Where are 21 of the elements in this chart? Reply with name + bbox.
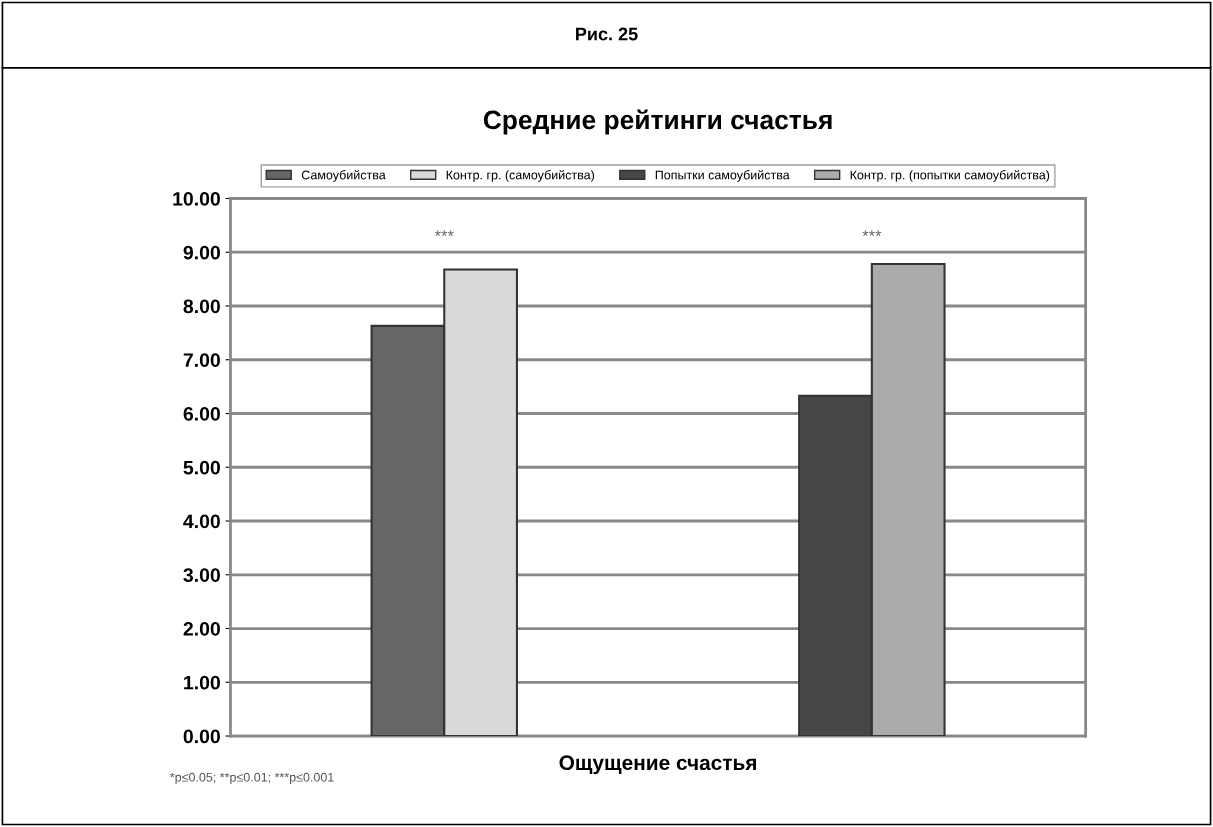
annotation: *** — [862, 230, 882, 237]
legend-label: Контр. гр. (попытки самоубийства) — [850, 169, 1050, 182]
annotation: *** — [434, 230, 454, 237]
chart-title: Рис. 25 — [576, 27, 638, 41]
legend-label: Самоубийства — [301, 169, 386, 182]
y-tick-label: 7.00 — [183, 353, 220, 367]
y-tick-label: 5.00 — [183, 460, 220, 475]
y-tick-label: 2.00 — [183, 621, 220, 636]
y-tick-label: 3.00 — [183, 568, 220, 583]
y-tick-label: 0.00 — [183, 729, 220, 744]
y-tick-label: 9.00 — [183, 245, 220, 260]
x-axis-title: Ощущение счастья — [559, 755, 756, 775]
chart-subtitle: Средние рейтинги счастья — [483, 109, 832, 135]
y-tick-label: 6.00 — [183, 406, 220, 421]
text: *p≤0.05; **p≤0.01; ***p≤0.001 — [170, 772, 334, 785]
y-tick-label: 1.00 — [184, 675, 220, 690]
y-tick-label: 4.00 — [183, 514, 220, 529]
y-tick-label: 10.00 — [173, 191, 220, 206]
y-tick-label: 8.00 — [183, 299, 220, 314]
legend-label: Контр. гр. (самоубийства) — [446, 169, 595, 182]
legend-label: Попытки самоубийства — [655, 169, 790, 182]
